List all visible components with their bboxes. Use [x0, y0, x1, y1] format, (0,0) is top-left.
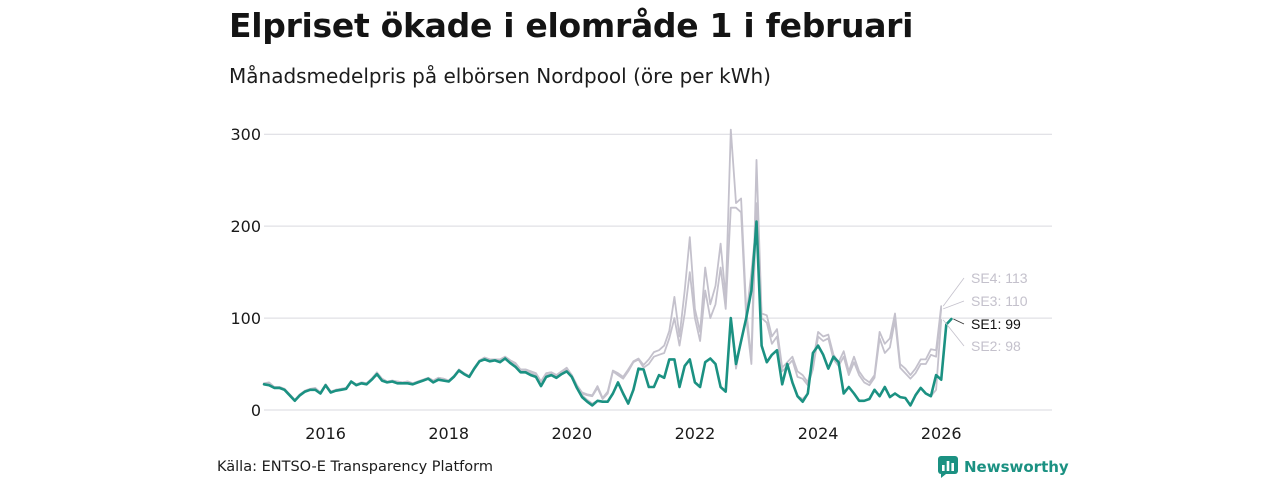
page-title: Elpriset ökade i elområde 1 i februari: [229, 6, 914, 45]
x-tick-label: 2018: [428, 424, 469, 443]
y-tick-label: 100: [230, 309, 261, 328]
end-label-se3: SE3: 110: [971, 293, 1028, 309]
series-end-labels: SE4: 113 SE3: 110 SE2: 98 SE1: 99: [942, 270, 1028, 354]
x-tick-label: 2024: [798, 424, 839, 443]
chart-subtitle: Månadsmedelpris på elbörsen Nordpool (ör…: [229, 64, 771, 88]
x-tick-label: 2020: [551, 424, 592, 443]
label-connector: [943, 300, 965, 310]
end-label-se2: SE2: 98: [971, 338, 1021, 354]
grid-lines: [264, 133, 1052, 411]
end-label-se1: SE1: 99: [971, 316, 1021, 332]
x-tick-label: 2022: [675, 424, 716, 443]
y-tick-label: 300: [230, 125, 261, 144]
end-label-se4: SE4: 113: [971, 270, 1028, 286]
brand-logo[interactable]: Newsworthy: [938, 456, 1069, 478]
x-tick-label: 2026: [921, 424, 962, 443]
x-axis-ticks: 2016 2018 2020 2022 2024 2026: [305, 424, 961, 443]
series-line-se1: [262, 220, 953, 407]
newsworthy-logo-icon: [938, 456, 958, 478]
brand-name: Newsworthy: [964, 458, 1069, 476]
series-line-se2: [263, 220, 943, 407]
label-connector: [953, 318, 965, 325]
label-connector: [942, 277, 965, 307]
label-connector: [942, 319, 965, 347]
highlight-series: [262, 220, 953, 407]
y-tick-label: 0: [251, 401, 261, 420]
y-tick-label: 200: [230, 217, 261, 236]
y-axis-ticks: 0 100 200 300: [230, 125, 261, 420]
x-tick-label: 2016: [305, 424, 346, 443]
series-line-se4: [263, 128, 943, 401]
source-note: Källa: ENTSO-E Transparency Platform: [217, 459, 493, 475]
